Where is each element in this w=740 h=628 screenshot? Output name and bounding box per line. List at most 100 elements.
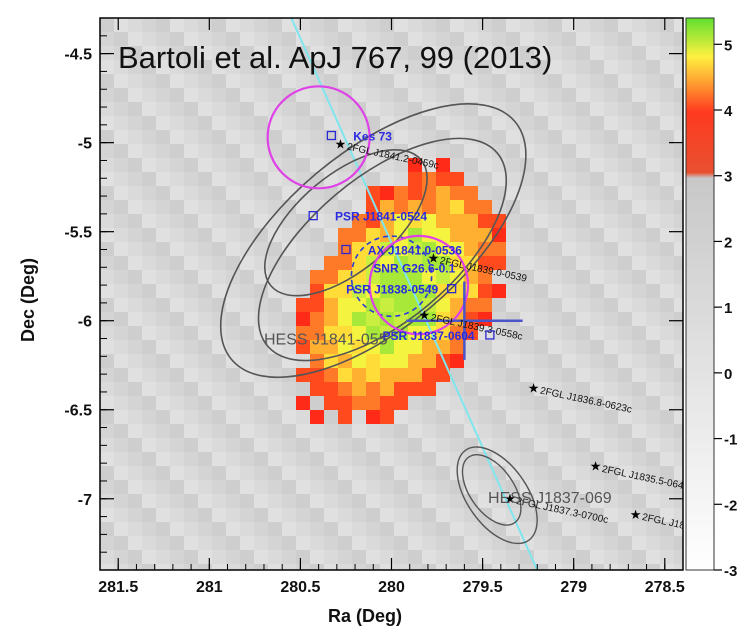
heatmap-cell — [338, 466, 353, 481]
heatmap-cell — [212, 424, 227, 439]
heatmap-cell — [576, 172, 591, 187]
heatmap-cell — [114, 522, 129, 537]
heatmap-cell — [632, 368, 647, 383]
heatmap-cell — [394, 46, 409, 61]
heatmap-cell — [674, 172, 683, 187]
heatmap-cell — [296, 200, 311, 215]
heatmap-cell — [338, 214, 353, 229]
heatmap-cell — [380, 32, 395, 47]
heatmap-cell — [310, 298, 325, 313]
heatmap-cell — [674, 242, 683, 257]
heatmap-cell — [674, 368, 683, 383]
heatmap-cell — [646, 284, 661, 299]
heatmap-cell — [114, 284, 129, 299]
heatmap-cell — [212, 270, 227, 285]
heatmap-cell — [408, 396, 423, 411]
heatmap-cell — [534, 438, 549, 453]
heatmap-cell — [254, 214, 269, 229]
heatmap-cell — [310, 256, 325, 271]
heatmap-cell — [282, 368, 297, 383]
heatmap-cell — [100, 270, 115, 285]
heatmap-cell — [310, 242, 325, 257]
heatmap-cell — [282, 508, 297, 523]
fermi-source-star: ★ — [528, 380, 540, 395]
heatmap-cell — [282, 536, 297, 551]
heatmap-cell — [618, 74, 633, 89]
heatmap-cell — [254, 424, 269, 439]
heatmap-cell — [282, 326, 297, 341]
heatmap-cell — [226, 410, 241, 425]
heatmap-cell — [646, 452, 661, 467]
heatmap-cell — [464, 88, 479, 103]
heatmap-cell — [520, 312, 535, 327]
heatmap-cell — [590, 354, 605, 369]
heatmap-cell — [128, 424, 143, 439]
heatmap-cell — [366, 228, 381, 243]
heatmap-cell — [254, 242, 269, 257]
heatmap-cell — [142, 284, 157, 299]
heatmap-cell — [520, 158, 535, 173]
heatmap-cell — [380, 396, 395, 411]
heatmap-cell — [590, 326, 605, 341]
heatmap-cell — [380, 508, 395, 523]
heatmap-cell — [198, 284, 213, 299]
heatmap-cell — [156, 564, 171, 570]
heatmap-cell — [240, 396, 255, 411]
heatmap-cell — [436, 102, 451, 117]
heatmap-cell — [562, 102, 577, 117]
heatmap-cell — [394, 284, 409, 299]
heatmap-cell — [562, 270, 577, 285]
heatmap-cell — [198, 522, 213, 537]
heatmap-cell — [282, 480, 297, 495]
heatmap-cell — [562, 186, 577, 201]
heatmap-cell — [660, 298, 675, 313]
heatmap-cell — [352, 494, 367, 509]
heatmap-cell — [240, 186, 255, 201]
heatmap-cell — [660, 74, 675, 89]
heatmap-cell — [128, 368, 143, 383]
heatmap-cell — [534, 158, 549, 173]
heatmap-cell — [226, 494, 241, 509]
heatmap-cell — [380, 102, 395, 117]
heatmap-cell — [506, 74, 521, 89]
heatmap-cell — [492, 326, 507, 341]
heatmap-cell — [226, 312, 241, 327]
heatmap-cell — [394, 550, 409, 565]
heatmap-cell — [576, 564, 591, 570]
heatmap-cell — [618, 522, 633, 537]
heatmap-cell — [520, 88, 535, 103]
heatmap-cell — [646, 494, 661, 509]
heatmap-cell — [352, 396, 367, 411]
heatmap-cell — [492, 172, 507, 187]
heatmap-cell — [268, 284, 283, 299]
heatmap-cell — [548, 200, 563, 215]
heatmap-cell — [114, 158, 129, 173]
heatmap-cell — [366, 508, 381, 523]
heatmap-cell — [674, 256, 683, 271]
heatmap-cell — [114, 536, 129, 551]
heatmap-cell — [156, 494, 171, 509]
heatmap-cell — [268, 508, 283, 523]
heatmap-cell — [226, 564, 241, 570]
heatmap-cell — [114, 466, 129, 481]
heatmap-cell — [576, 354, 591, 369]
heatmap-cell — [254, 46, 269, 61]
heatmap-cell — [380, 536, 395, 551]
heatmap-cell — [142, 494, 157, 509]
heatmap-cell — [156, 522, 171, 537]
heatmap-cell — [352, 144, 367, 159]
heatmap-cell — [646, 354, 661, 369]
heatmap-cell — [632, 312, 647, 327]
heatmap-cell — [394, 466, 409, 481]
heatmap-cell — [310, 522, 325, 537]
heatmap-cell — [114, 340, 129, 355]
heatmap-cell — [282, 46, 297, 61]
heatmap-cell — [450, 172, 465, 187]
heatmap-cell — [184, 256, 199, 271]
heatmap-cell — [156, 284, 171, 299]
heatmap-cell — [170, 144, 185, 159]
heatmap-cell — [128, 200, 143, 215]
heatmap-cell — [380, 144, 395, 159]
heatmap-cell — [604, 326, 619, 341]
heatmap-cell — [478, 74, 493, 89]
